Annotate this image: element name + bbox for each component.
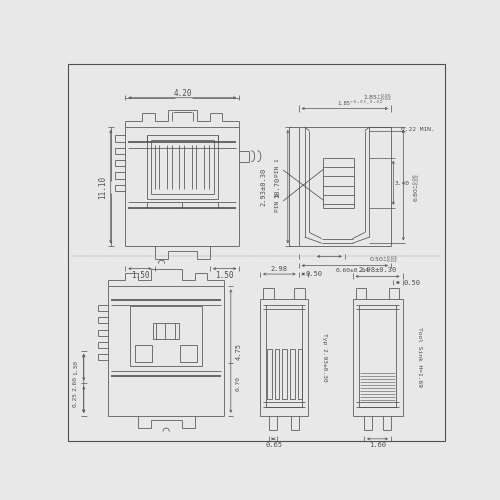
Text: 10.70: 10.70 — [274, 176, 280, 198]
Text: 0.60±0.04: 0.60±0.04 — [336, 268, 370, 274]
Bar — [153, 324, 179, 338]
Bar — [290, 349, 295, 399]
Text: 3.40: 3.40 — [395, 180, 410, 186]
Text: 1.50: 1.50 — [216, 271, 234, 280]
Text: 1.30: 1.30 — [73, 360, 78, 374]
Text: PIN 1: PIN 1 — [274, 158, 280, 177]
Bar — [180, 345, 197, 362]
Bar — [130, 306, 202, 366]
Text: 0.70: 0.70 — [236, 376, 241, 391]
Text: $0.50^{+0.03}_{-0.02}$: $0.50^{+0.03}_{-0.02}$ — [369, 254, 398, 265]
Text: 2.93±0.30: 2.93±0.30 — [261, 168, 267, 206]
Text: 0.25: 0.25 — [73, 392, 78, 407]
Bar — [274, 349, 280, 399]
Text: Tool Sink H=1.69: Tool Sink H=1.69 — [417, 327, 422, 387]
Text: PIN 5: PIN 5 — [274, 193, 280, 212]
Bar — [267, 349, 272, 399]
Text: 4.75: 4.75 — [236, 342, 242, 359]
Bar — [136, 345, 152, 362]
Text: 1.50: 1.50 — [130, 271, 149, 280]
Text: 0.22 MIN.: 0.22 MIN. — [401, 127, 435, 132]
Text: 11.10: 11.10 — [98, 176, 108, 199]
Text: 2.98: 2.98 — [271, 266, 288, 272]
Text: 0.65: 0.65 — [266, 442, 282, 448]
Text: Typ 2.93±0.30: Typ 2.93±0.30 — [322, 333, 328, 382]
Text: 1.85⁺⁰⋅⁰⁵₋⁰⋅⁰²: 1.85⁺⁰⋅⁰⁵₋⁰⋅⁰² — [338, 102, 383, 106]
Bar — [298, 349, 302, 399]
Bar — [282, 349, 287, 399]
Text: 1.60: 1.60 — [370, 442, 386, 448]
Text: 2.98±0.30: 2.98±0.30 — [358, 267, 397, 273]
Text: 4.20: 4.20 — [174, 90, 193, 98]
Text: $6.80^{+0.06}_{-0.02}$: $6.80^{+0.06}_{-0.02}$ — [411, 172, 422, 202]
Text: $1.85^{+0.05}_{-0.02}$: $1.85^{+0.05}_{-0.02}$ — [362, 92, 392, 103]
Text: 0.50: 0.50 — [306, 271, 322, 277]
Text: 2.60: 2.60 — [73, 376, 78, 391]
Text: 0.50: 0.50 — [404, 280, 420, 285]
